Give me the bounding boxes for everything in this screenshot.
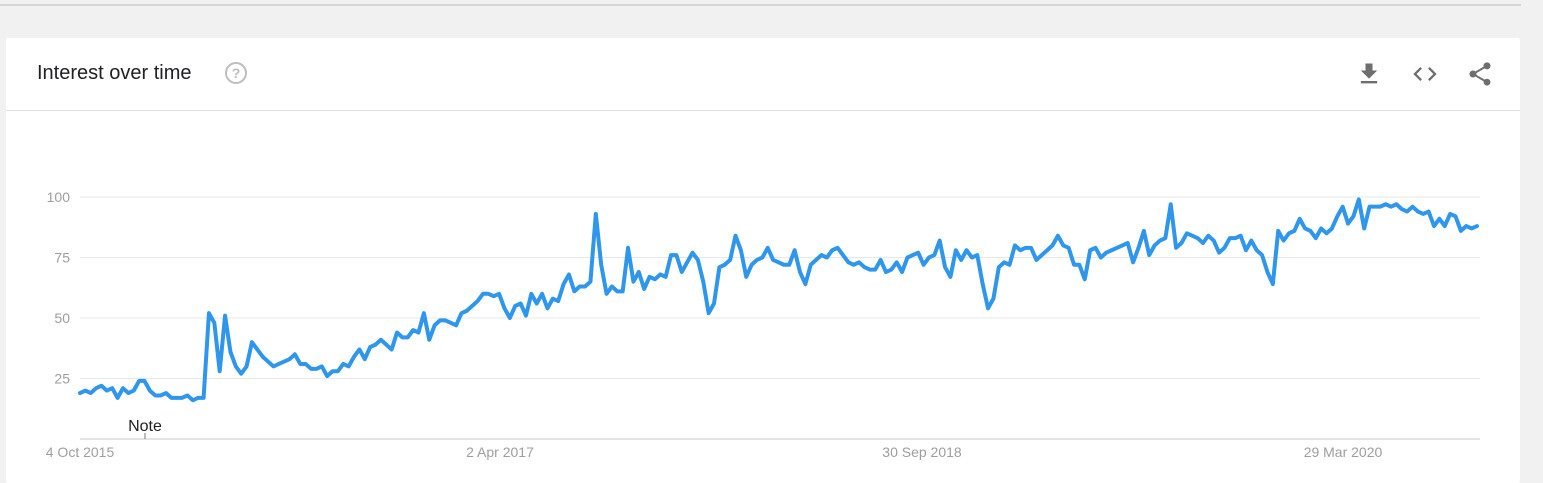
x-tick-label: 30 Sep 2018 [882,444,962,460]
note-annotation: Note [128,418,162,435]
embed-code-icon[interactable] [1411,60,1439,88]
y-tick-label-75: 75 [54,250,70,266]
help-icon[interactable]: ? [225,62,247,84]
y-tick-label-25: 25 [54,371,70,387]
download-icon[interactable] [1355,60,1383,88]
x-tick-label: 4 Oct 2015 [46,444,115,460]
share-icon[interactable] [1466,60,1494,88]
card-title: Interest over time [37,62,192,84]
y-tick-label-50: 50 [54,310,70,326]
x-tick-label: 29 Mar 2020 [1304,444,1383,460]
card-header: Interest over time ? [6,38,1520,111]
x-tick-label: 2 Apr 2017 [466,444,534,460]
top-divider [0,4,1521,6]
y-tick-label-100: 100 [47,189,71,205]
interest-over-time-card: Interest over time ? [6,38,1520,483]
series-line [78,197,1479,403]
